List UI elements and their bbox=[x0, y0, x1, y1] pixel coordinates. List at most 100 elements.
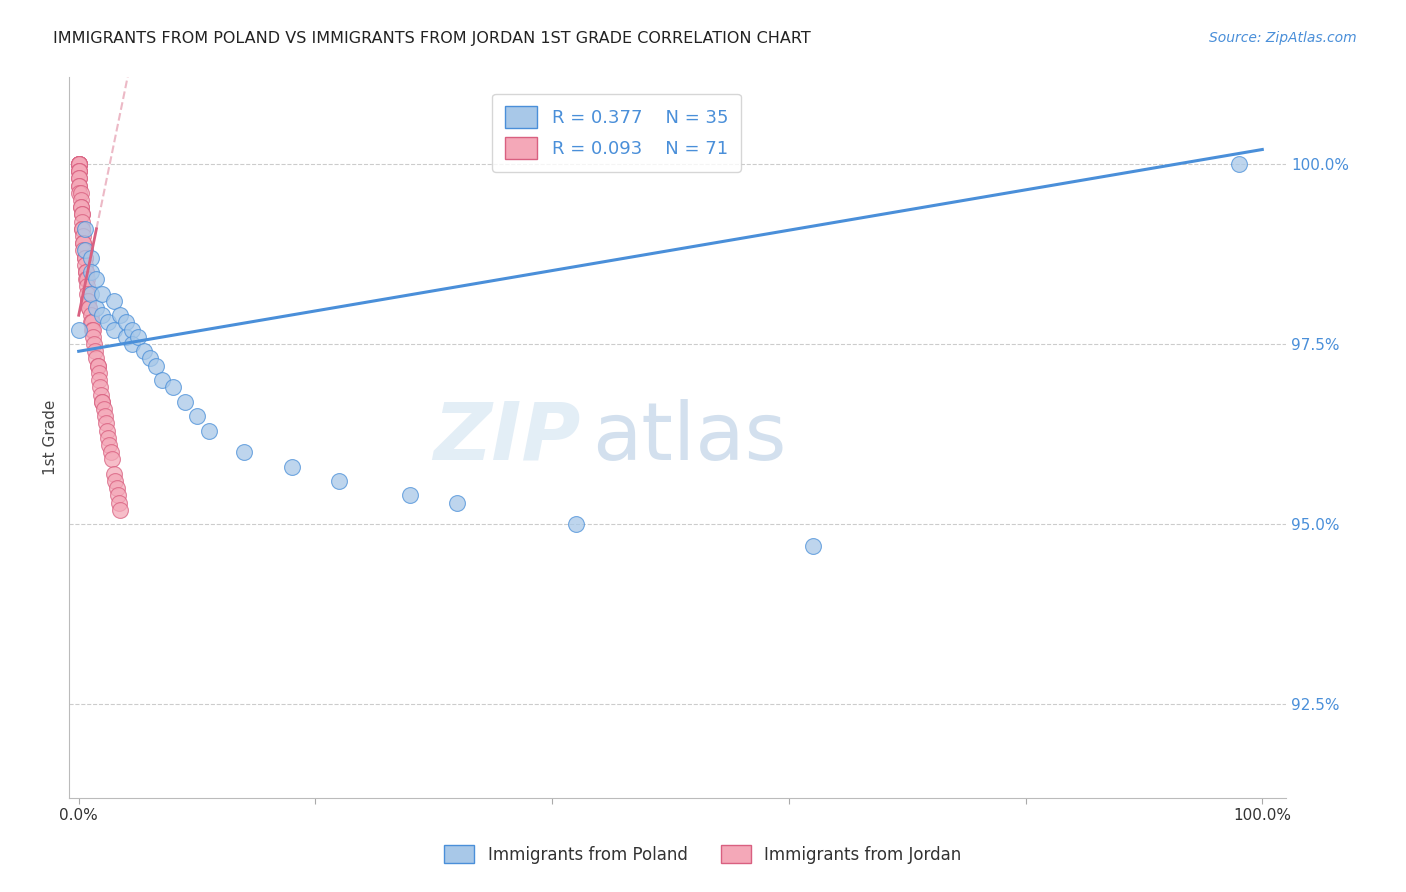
Point bbox=[121, 337, 143, 351]
Point bbox=[103, 323, 125, 337]
Point bbox=[97, 315, 120, 329]
Point bbox=[86, 359, 108, 373]
Point bbox=[174, 394, 197, 409]
Point bbox=[91, 286, 114, 301]
Point bbox=[67, 323, 90, 337]
Point bbox=[80, 323, 103, 337]
Text: ZIP: ZIP bbox=[433, 399, 581, 476]
Point bbox=[72, 236, 94, 251]
Point bbox=[1227, 157, 1250, 171]
Point bbox=[79, 251, 101, 265]
Point bbox=[100, 445, 122, 459]
Text: Source: ZipAtlas.com: Source: ZipAtlas.com bbox=[1209, 31, 1357, 45]
Text: IMMIGRANTS FROM POLAND VS IMMIGRANTS FROM JORDAN 1ST GRADE CORRELATION CHART: IMMIGRANTS FROM POLAND VS IMMIGRANTS FRO… bbox=[53, 31, 811, 46]
Point bbox=[150, 373, 173, 387]
Point bbox=[79, 308, 101, 322]
Point bbox=[76, 279, 98, 293]
Point bbox=[399, 488, 422, 502]
Point bbox=[281, 459, 304, 474]
Point bbox=[93, 409, 115, 424]
Point bbox=[76, 286, 98, 301]
Point bbox=[96, 424, 118, 438]
Text: atlas: atlas bbox=[592, 399, 787, 476]
Point bbox=[70, 221, 93, 235]
Point bbox=[77, 293, 100, 308]
Point bbox=[132, 344, 155, 359]
Point bbox=[75, 272, 97, 286]
Point bbox=[67, 157, 90, 171]
Point bbox=[67, 164, 90, 178]
Point bbox=[108, 495, 131, 509]
Point bbox=[115, 330, 138, 344]
Legend: R = 0.377    N = 35, R = 0.093    N = 71: R = 0.377 N = 35, R = 0.093 N = 71 bbox=[492, 94, 741, 172]
Point bbox=[115, 315, 138, 329]
Point bbox=[76, 272, 98, 286]
Point bbox=[97, 431, 120, 445]
Point bbox=[86, 359, 108, 373]
Point bbox=[75, 265, 97, 279]
Point bbox=[70, 186, 93, 200]
Point bbox=[87, 366, 110, 380]
Point bbox=[79, 286, 101, 301]
Legend: Immigrants from Poland, Immigrants from Jordan: Immigrants from Poland, Immigrants from … bbox=[437, 838, 969, 871]
Point bbox=[86, 272, 108, 286]
Point bbox=[67, 186, 90, 200]
Point bbox=[67, 164, 90, 178]
Point bbox=[91, 394, 114, 409]
Point bbox=[72, 236, 94, 251]
Point bbox=[186, 409, 208, 424]
Point bbox=[67, 157, 90, 171]
Point bbox=[84, 344, 107, 359]
Point bbox=[107, 488, 129, 502]
Point bbox=[86, 301, 108, 315]
Point bbox=[79, 301, 101, 315]
Point bbox=[94, 417, 117, 431]
Point bbox=[70, 214, 93, 228]
Point bbox=[67, 157, 90, 171]
Point bbox=[91, 394, 114, 409]
Point bbox=[79, 301, 101, 315]
Point bbox=[70, 221, 93, 235]
Point bbox=[70, 200, 93, 214]
Point bbox=[67, 157, 90, 171]
Point bbox=[121, 323, 143, 337]
Point bbox=[73, 251, 96, 265]
Point bbox=[72, 229, 94, 244]
Point bbox=[67, 157, 90, 171]
Point bbox=[98, 438, 121, 452]
Point bbox=[67, 178, 90, 193]
Point bbox=[82, 323, 104, 337]
Point bbox=[104, 474, 127, 488]
Point bbox=[73, 244, 96, 258]
Point bbox=[145, 359, 167, 373]
Point bbox=[91, 308, 114, 322]
Point bbox=[87, 373, 110, 387]
Point bbox=[67, 157, 90, 171]
Point bbox=[86, 351, 108, 366]
Point bbox=[103, 467, 125, 481]
Point bbox=[70, 207, 93, 221]
Point bbox=[93, 401, 115, 416]
Point bbox=[67, 171, 90, 186]
Point bbox=[73, 251, 96, 265]
Point bbox=[80, 315, 103, 329]
Point bbox=[108, 503, 131, 517]
Point bbox=[70, 207, 93, 221]
Point bbox=[446, 495, 468, 509]
Point bbox=[67, 178, 90, 193]
Point bbox=[70, 193, 93, 207]
Point bbox=[162, 380, 184, 394]
Point bbox=[79, 315, 101, 329]
Point bbox=[101, 452, 124, 467]
Point bbox=[198, 424, 221, 438]
Point bbox=[73, 221, 96, 235]
Point bbox=[67, 164, 90, 178]
Point bbox=[108, 308, 131, 322]
Point bbox=[328, 474, 350, 488]
Y-axis label: 1st Grade: 1st Grade bbox=[44, 401, 58, 475]
Point bbox=[105, 481, 128, 495]
Point bbox=[801, 539, 824, 553]
Point bbox=[70, 200, 93, 214]
Point bbox=[83, 337, 105, 351]
Point bbox=[73, 258, 96, 272]
